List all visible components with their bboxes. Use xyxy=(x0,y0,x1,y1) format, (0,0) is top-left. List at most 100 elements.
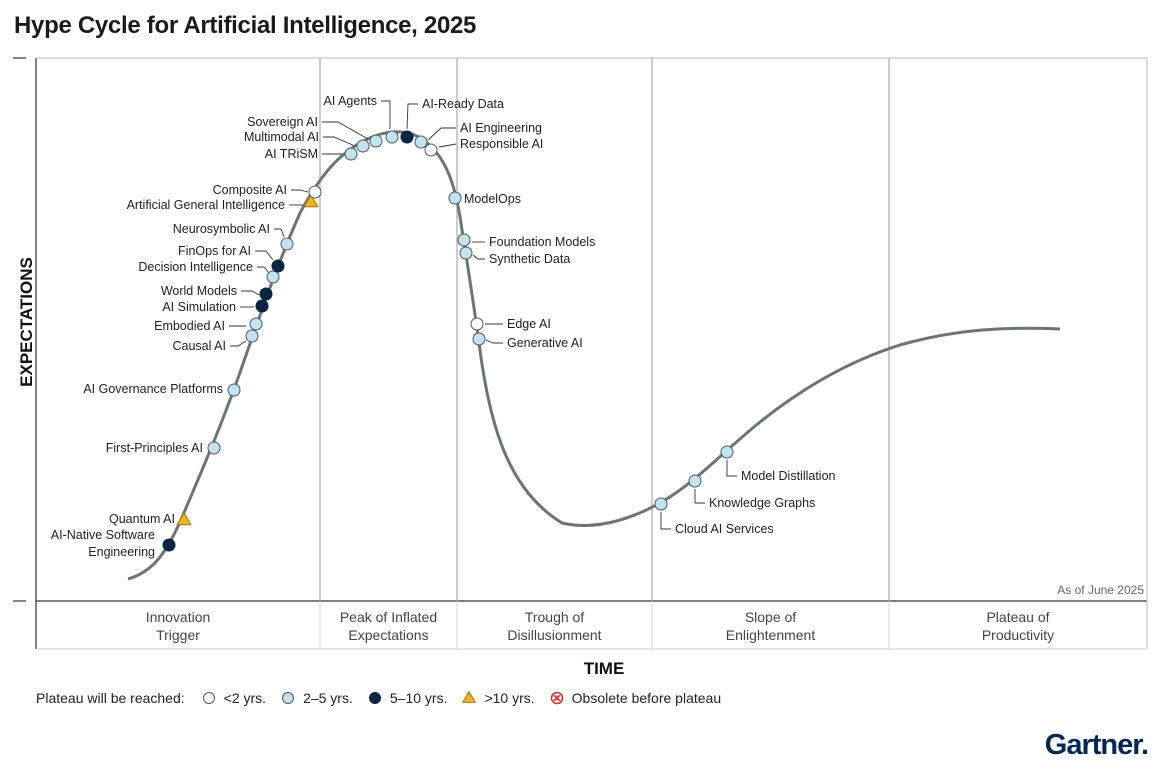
legend-label: 2–5 yrs. xyxy=(303,690,353,706)
marker-2to5 xyxy=(282,692,295,704)
label-embodied-ai: Embodied AI xyxy=(154,319,225,333)
phase-labels: Innovation Trigger Peak of Inflated Expecta… xyxy=(146,609,1054,643)
label-world-models: World Models xyxy=(161,284,237,298)
leader-world-models xyxy=(241,290,260,296)
marker-foundation-models[interactable] xyxy=(457,233,471,247)
label-synthetic-data: Synthetic Data xyxy=(489,252,570,266)
legend-swatch-5to10 xyxy=(368,692,381,704)
label-quantum-ai: Quantum AI xyxy=(109,512,175,526)
label-composite-ai: Composite AI xyxy=(213,183,287,197)
marker-decision-intelligence[interactable] xyxy=(266,270,280,284)
gartner-logo: Gartner. xyxy=(1044,729,1149,761)
y-axis-label: EXPECTATIONS xyxy=(17,257,36,387)
label-ai-governance-platforms: AI Governance Platforms xyxy=(83,382,223,396)
as-of-note: As of June 2025 xyxy=(1057,583,1144,597)
leader-composite-ai xyxy=(291,189,309,193)
label-finops-for-ai: FinOps for AI xyxy=(178,244,251,258)
legend-label: Obsolete before plateau xyxy=(571,690,722,706)
marker-multimodal-ai[interactable] xyxy=(356,139,370,153)
leader-responsible-ai xyxy=(438,143,457,148)
legend-label: <2 yrs. xyxy=(223,690,267,706)
marker-sovereign-ai[interactable] xyxy=(369,134,383,148)
legend-swatch-gt10 xyxy=(462,690,477,703)
chart-title: Hype Cycle for Artificial Intelligence, … xyxy=(14,12,477,39)
label-multimodal-ai: Multimodal AI xyxy=(244,130,319,144)
x-axis-label: TIME xyxy=(584,659,625,678)
marker-embodied-ai[interactable] xyxy=(249,317,263,331)
marker-model-distillation[interactable] xyxy=(720,445,734,459)
label-foundation-models: Foundation Models xyxy=(489,235,595,249)
marker-causal-ai[interactable] xyxy=(245,329,259,343)
leader-decision-intelligence xyxy=(257,266,270,274)
phase-label: Plateau of Productivity xyxy=(982,609,1054,643)
technology-markers xyxy=(162,130,734,552)
marker-5to10 xyxy=(368,692,381,704)
marker-obsolete xyxy=(550,691,563,705)
label-edge-ai: Edge AI xyxy=(507,317,551,331)
label-responsible-ai: Responsible AI xyxy=(460,137,543,151)
label-ai-native-software-engineering: AI-Native Software Engineering xyxy=(51,528,155,559)
marker-ai-native-software-engineering[interactable] xyxy=(162,538,176,552)
leader-ai-engineering xyxy=(427,127,456,141)
leader-ai-ready-data xyxy=(406,103,418,130)
label-modelops: ModelOps xyxy=(464,192,521,206)
legend-item-5to10: 5–10 yrs. xyxy=(367,690,448,706)
chart-frame xyxy=(13,57,1148,650)
marker-world-models[interactable] xyxy=(259,287,273,301)
label-causal-ai: Causal AI xyxy=(172,339,226,353)
phase-label: Slope of Enlightenment xyxy=(726,609,816,643)
label-knowledge-graphs: Knowledge Graphs xyxy=(709,496,815,510)
leader-model-distillation xyxy=(726,460,737,477)
legend-item-obsolete: Obsolete before plateau xyxy=(549,690,721,706)
label-ai-engineering: AI Engineering xyxy=(460,121,542,135)
legend-label: 5–10 yrs. xyxy=(389,690,448,706)
legend-item-gt10: >10 yrs. xyxy=(461,690,535,706)
legend-label: >10 yrs. xyxy=(484,690,535,706)
marker-finops-for-ai[interactable] xyxy=(271,259,285,273)
legend-swatch-2to5 xyxy=(282,692,295,704)
label-ai-ready-data: AI-Ready Data xyxy=(422,97,504,111)
label-neurosymbolic-ai: Neurosymbolic AI xyxy=(173,222,270,236)
legend-item-2to5: 2–5 yrs. xyxy=(280,690,353,706)
marker-responsible-ai[interactable] xyxy=(424,143,438,157)
marker-neurosymbolic-ai[interactable] xyxy=(280,237,294,251)
marker-artificial-general-intelligence[interactable] xyxy=(303,193,319,208)
phase-label: Innovation Trigger xyxy=(146,609,211,643)
leader-neurosymbolic-ai xyxy=(274,228,285,238)
legend-swatch-lt2 xyxy=(202,692,215,704)
marker-ai-agents[interactable] xyxy=(385,130,399,144)
marker-ai-governance-platforms[interactable] xyxy=(227,383,241,397)
legend-item-lt2: <2 yrs. xyxy=(201,690,266,706)
marker-ai-ready-data[interactable] xyxy=(400,130,414,144)
leader-causal-ai xyxy=(230,340,247,347)
legend: Plateau will be reached: <2 yrs. 2–5 yrs.… xyxy=(36,690,721,706)
marker-ai-trism[interactable] xyxy=(344,147,358,161)
leader-ai-agents xyxy=(381,100,391,129)
label-decision-intelligence: Decision Intelligence xyxy=(138,260,253,274)
marker-generative-ai[interactable] xyxy=(472,332,486,346)
phase-label: Trough of Disillusionment xyxy=(507,609,601,643)
leader-generative-ai xyxy=(485,339,503,344)
marker-knowledge-graphs[interactable] xyxy=(688,474,702,488)
leader-knowledge-graphs xyxy=(694,489,705,504)
marker-composite-ai[interactable] xyxy=(308,185,322,199)
marker-first-principles-ai[interactable] xyxy=(207,441,221,455)
marker-modelops[interactable] xyxy=(448,191,462,205)
leader-synthetic-data xyxy=(472,254,485,260)
marker-synthetic-data[interactable] xyxy=(459,246,473,260)
marker-lt2 xyxy=(202,692,215,704)
label-ai-simulation: AI Simulation xyxy=(162,300,236,314)
marker-cloud-ai-services[interactable] xyxy=(654,497,668,511)
marker-ai-simulation[interactable] xyxy=(255,299,269,313)
marker-edge-ai[interactable] xyxy=(470,317,484,331)
legend-swatch-obsolete xyxy=(550,691,563,705)
marker-ai-engineering[interactable] xyxy=(414,135,428,149)
marker-triangle xyxy=(462,690,477,703)
label-leaders xyxy=(229,100,737,530)
label-model-distillation: Model Distillation xyxy=(741,469,836,483)
leader-finops-for-ai xyxy=(255,250,274,261)
label-ai-agents: AI Agents xyxy=(323,94,377,108)
technology-labels: AI-Native Software Engineering Quantum AI F… xyxy=(51,94,836,559)
marker-quantum-ai[interactable] xyxy=(176,511,192,526)
